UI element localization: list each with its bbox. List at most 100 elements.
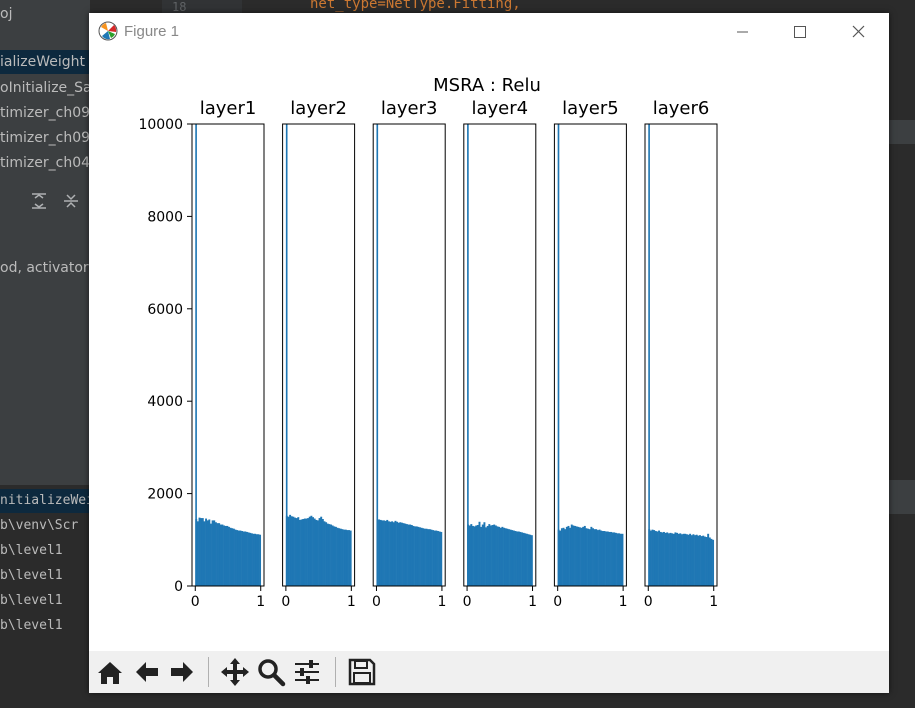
histogram-bar: [618, 533, 621, 586]
histogram-bar: [410, 525, 413, 586]
histogram-bar: [420, 527, 423, 586]
histogram-bar: [346, 530, 349, 586]
project-tree-item[interactable]: timizer_ch09: [0, 130, 91, 146]
histogram-bar: [666, 532, 669, 586]
histogram-bar: [503, 527, 506, 586]
histogram-bar: [694, 535, 697, 586]
histogram-bar: [672, 533, 675, 586]
toolbar-separator: [335, 657, 336, 687]
histogram-bar: [433, 530, 436, 586]
subplot-title: layer1: [200, 98, 257, 119]
maximize-button[interactable]: [771, 13, 829, 51]
histogram-bar-zero: [285, 124, 288, 586]
project-tree-item[interactable]: timizer_ch09: [0, 105, 91, 121]
plot-canvas[interactable]: MSRA : Relu layer1 0 1 0 2000 4000 6000 8000 100…: [89, 51, 889, 651]
histogram-bar: [397, 522, 400, 586]
minimize-button[interactable]: [713, 13, 771, 51]
project-tree-item[interactable]: timizer_ch04: [0, 155, 91, 171]
histogram-bar-zero: [467, 124, 469, 586]
matplotlib-icon: [98, 21, 118, 41]
histogram-bar: [692, 534, 695, 586]
histogram-bar: [344, 529, 347, 586]
histogram-bar: [300, 519, 303, 586]
histogram-bar: [221, 524, 224, 586]
histogram-bar: [213, 520, 216, 586]
forward-arrow-icon: [171, 662, 193, 682]
histogram-bar: [498, 526, 501, 586]
window-titlebar[interactable]: Figure 1: [89, 13, 889, 51]
histogram-bar: [481, 524, 484, 586]
x-tick-label: 0: [191, 594, 200, 610]
configure-subplots-icon: [295, 660, 319, 684]
y-tick-label: 10000: [138, 117, 183, 133]
histogram-bar: [336, 527, 339, 586]
x-tick-label: 1: [347, 594, 356, 610]
back-button[interactable]: [131, 656, 163, 688]
histogram-bar: [312, 517, 314, 586]
subplot-title: layer6: [653, 98, 710, 119]
histogram-bar: [511, 530, 514, 586]
histogram-bar: [656, 531, 659, 586]
histogram-bar: [396, 521, 399, 586]
histogram-bar: [703, 536, 706, 586]
histogram-bar: [223, 525, 226, 586]
histogram-bar: [501, 526, 504, 586]
project-tree-item[interactable]: oInitialize_Sa: [0, 80, 92, 96]
histogram-bar: [708, 537, 711, 586]
histogram-bar: [473, 526, 476, 586]
window-title: Figure 1: [124, 23, 180, 40]
forward-button[interactable]: [166, 656, 198, 688]
histogram-bar: [425, 528, 428, 586]
histogram-bar: [224, 525, 227, 586]
home-button[interactable]: [94, 656, 126, 688]
histogram-bar: [560, 528, 563, 586]
project-tree-item[interactable]: od, activator: [0, 260, 89, 276]
histogram-bar: [417, 526, 420, 586]
histogram-bar: [234, 529, 237, 586]
histogram-bar: [480, 526, 483, 586]
histogram-bar: [471, 525, 474, 586]
histogram-bar: [378, 519, 381, 586]
histogram-bar: [478, 521, 481, 586]
configure-subplots-button[interactable]: [291, 656, 323, 688]
histogram-bar: [606, 531, 609, 586]
ide-right-edge: [889, 0, 915, 708]
histogram-bar: [569, 527, 572, 586]
histogram-bar: [295, 518, 298, 586]
histogram-bar: [430, 529, 433, 586]
histogram-bar: [298, 519, 301, 586]
histogram-bar: [575, 526, 578, 586]
histogram-bar: [419, 527, 421, 586]
histogram-bar: [582, 526, 585, 586]
histogram-bar: [414, 526, 417, 586]
histogram-bar: [384, 520, 387, 586]
histogram-bar: [341, 529, 344, 586]
axes-frame: [191, 123, 265, 587]
x-tick-label: 0: [281, 594, 290, 610]
histogram-bar: [512, 530, 515, 586]
pan-button[interactable]: [219, 656, 251, 688]
save-button[interactable]: [346, 656, 378, 688]
histogram-bar: [399, 522, 402, 586]
histogram-bar: [206, 520, 209, 586]
histogram-bar: [689, 533, 692, 586]
histogram-bar: [621, 533, 624, 586]
zoom-button[interactable]: [255, 656, 287, 688]
project-tree-item[interactable]: ializeWeight: [0, 50, 90, 74]
histogram-bar: [663, 531, 665, 586]
toolbar-separator: [208, 657, 209, 687]
back-arrow-icon: [136, 662, 158, 682]
histogram-bar: [379, 519, 382, 586]
histogram-bar: [700, 536, 703, 586]
close-button[interactable]: [829, 13, 887, 51]
histogram-bar: [521, 532, 524, 586]
navigation-toolbar: [89, 651, 889, 693]
histogram-bar: [677, 533, 680, 586]
histogram-bar: [486, 525, 489, 586]
histogram-bar: [313, 518, 316, 586]
histogram-bar: [506, 528, 509, 586]
y-tick-label: 0: [174, 579, 183, 595]
project-tree-item[interactable]: oj: [0, 6, 13, 22]
histogram-bar: [577, 526, 580, 586]
histogram-bar: [325, 522, 328, 586]
